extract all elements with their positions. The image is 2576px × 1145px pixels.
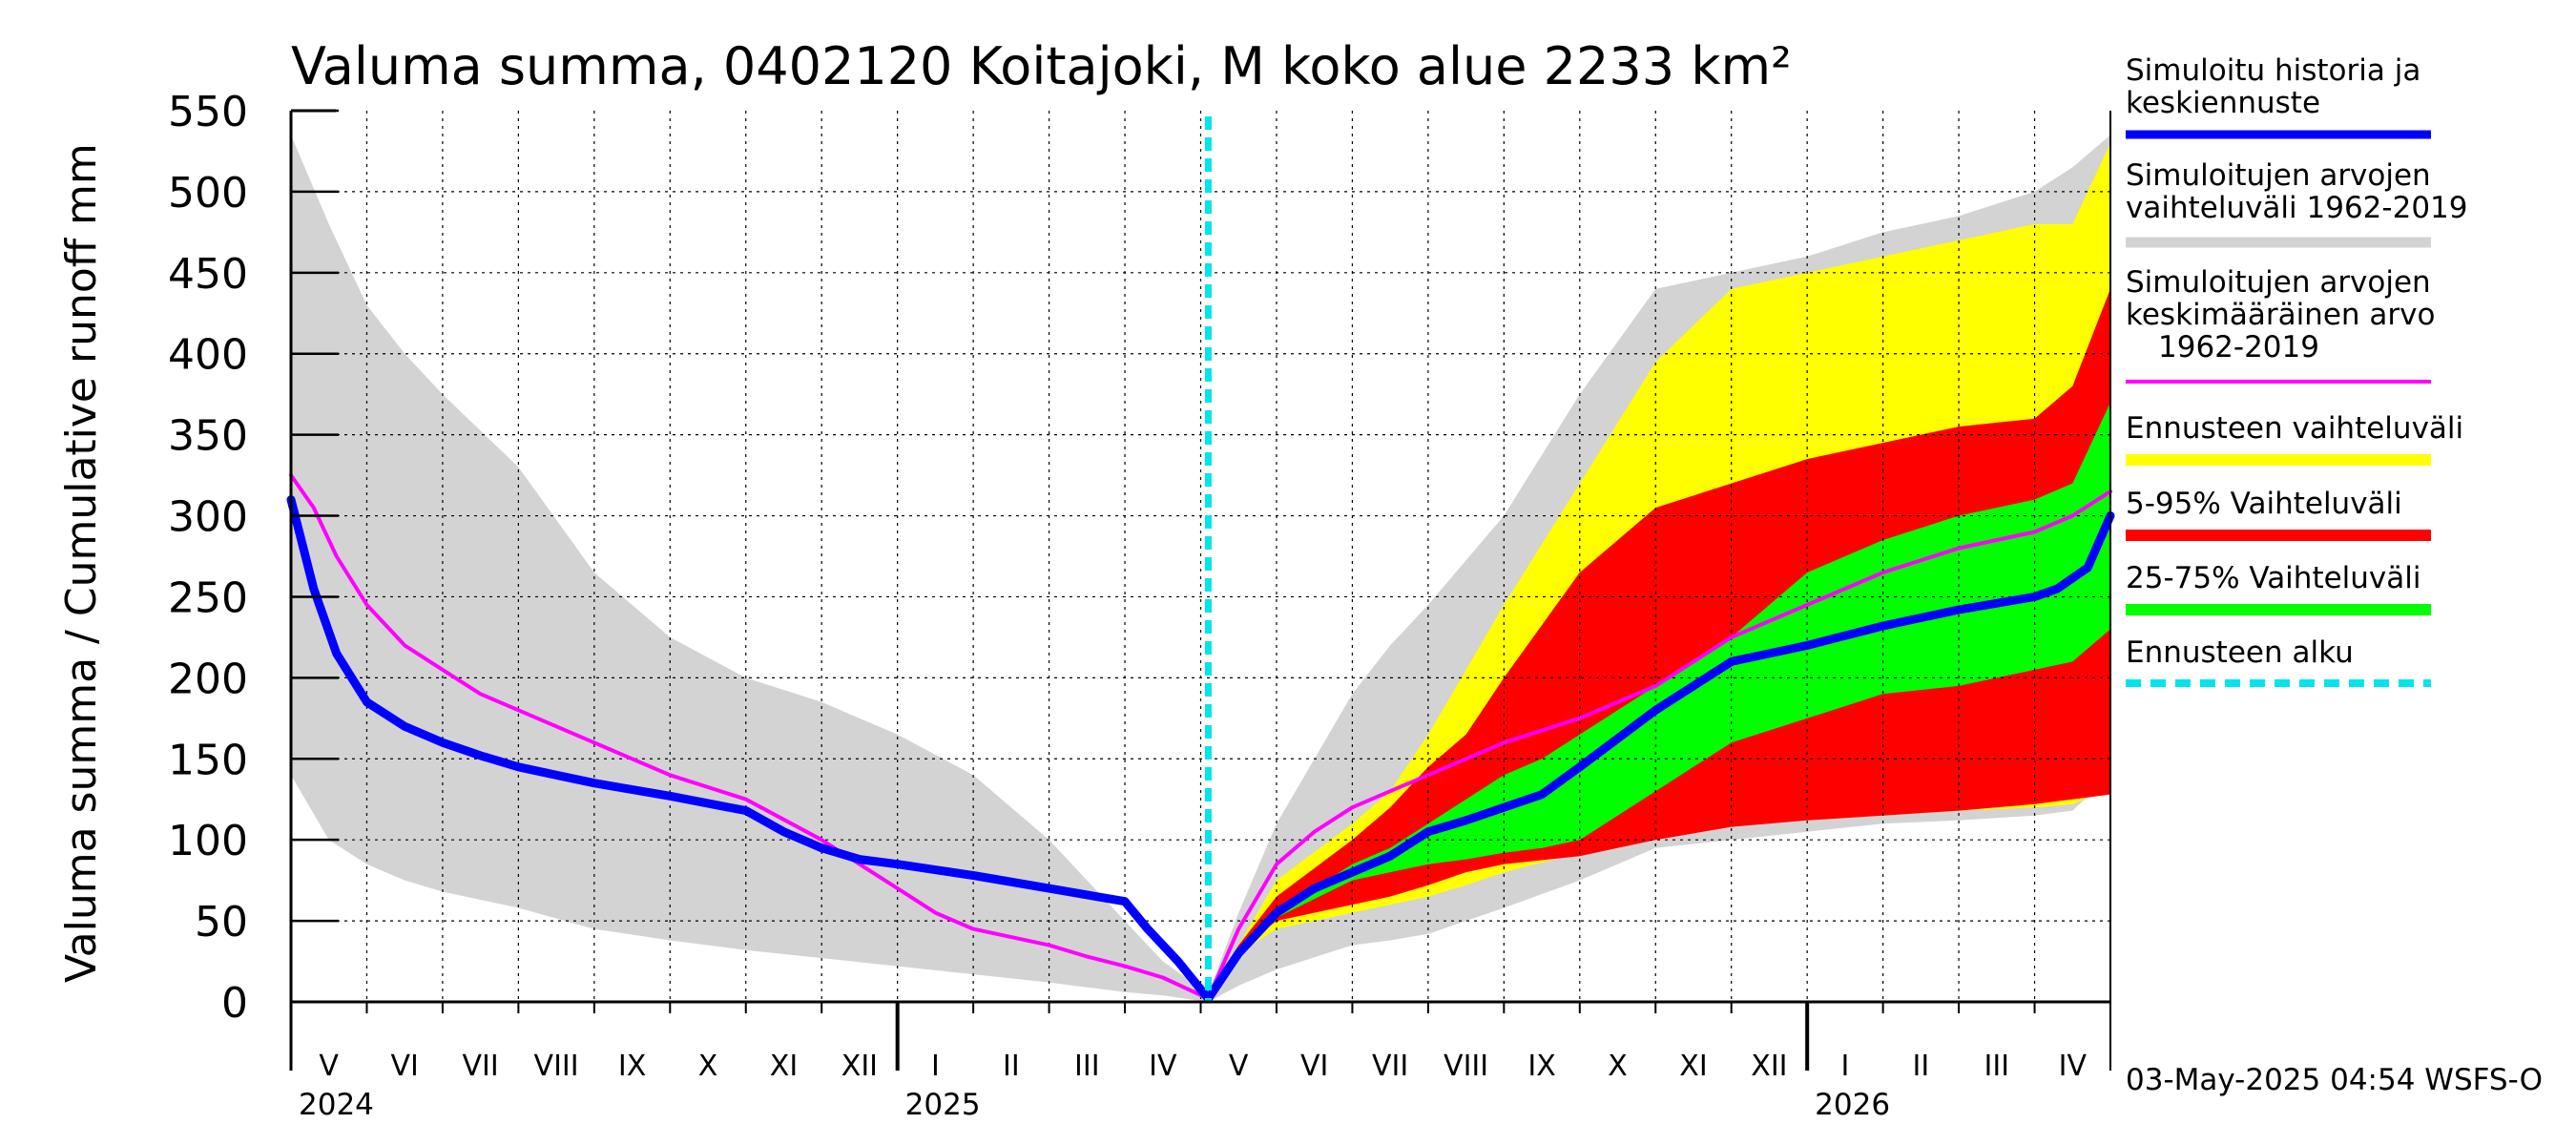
month-label-10: III bbox=[1074, 1050, 1100, 1083]
month-label-22: III bbox=[1984, 1050, 2010, 1083]
month-label-20: I bbox=[1840, 1050, 1849, 1083]
month-label-1: VI bbox=[391, 1050, 419, 1083]
line-simuloitu-historia-ja-keskiennuste bbox=[286, 495, 2115, 1004]
legend-label-sim-mean-2: keskimääräinen arvo bbox=[2126, 298, 2435, 332]
grid-layer bbox=[291, 111, 2110, 1002]
footer-timestamp: 03-May-2025 04:54 WSFS-O bbox=[2126, 1063, 2543, 1097]
month-label-8: I bbox=[931, 1050, 940, 1083]
month-label-2: VII bbox=[462, 1050, 498, 1083]
legend-label-25-75: 25-75% Vaihteluväli bbox=[2126, 561, 2421, 595]
legend-label-sim-history-2: keskiennuste bbox=[2126, 86, 2320, 120]
month-label-13: VI bbox=[1300, 1050, 1328, 1083]
month-label-11: IV bbox=[1149, 1050, 1177, 1083]
line-simuloitujen-arvojen-keskim-r-inen-arvo-1962-2019 bbox=[289, 473, 2112, 1001]
year-label-2025: 2025 bbox=[905, 1088, 981, 1122]
month-label-14: VII bbox=[1372, 1050, 1408, 1083]
legend-label-sim-history-1: Simuloitu historia ja bbox=[2126, 53, 2420, 88]
band-25-75-vaihteluv-li bbox=[1208, 402, 2110, 1002]
month-label-7: XII bbox=[841, 1050, 878, 1083]
month-label-3: VIII bbox=[534, 1050, 579, 1083]
year-label-2026: 2026 bbox=[1815, 1088, 1890, 1122]
legend-label-5-95: 5-95% Vaihteluväli bbox=[2126, 487, 2402, 521]
year-label-2024: 2024 bbox=[299, 1088, 374, 1122]
month-label-15: VIII bbox=[1444, 1050, 1488, 1083]
month-label-19: XII bbox=[1751, 1050, 1787, 1083]
x-ticks: V VI VII VIII IX X XI XII I II III IV V VI VII VIII IX X X… bbox=[290, 1002, 2111, 1122]
y-tick-label-200: 200 bbox=[168, 655, 248, 703]
y-tick-label-300: 300 bbox=[168, 493, 248, 542]
month-label-5: X bbox=[698, 1050, 718, 1083]
y-tick-label-500: 500 bbox=[168, 169, 248, 218]
y-tick-label-250: 250 bbox=[168, 573, 248, 622]
month-label-18: XI bbox=[1679, 1050, 1707, 1083]
month-label-9: II bbox=[1003, 1050, 1020, 1083]
month-label-4: IX bbox=[618, 1050, 646, 1083]
month-label-21: II bbox=[1913, 1050, 1930, 1083]
legend-label-sim-mean-1: Simuloitujen arvojen bbox=[2126, 265, 2431, 300]
y-tick-label-550: 550 bbox=[168, 88, 248, 136]
month-label-12: V bbox=[1229, 1050, 1249, 1083]
y-tick-label-450: 450 bbox=[168, 250, 248, 299]
legend-label-sim-range-1: Simuloitujen arvojen bbox=[2126, 158, 2431, 193]
y-tick-label-150: 150 bbox=[168, 736, 248, 784]
y-tick-label-100: 100 bbox=[168, 817, 248, 865]
y-tick-label-50: 50 bbox=[195, 898, 248, 947]
month-label-6: XI bbox=[770, 1050, 798, 1083]
month-label-0: V bbox=[319, 1050, 339, 1083]
legend-label-forecast-start: Ennusteen alku bbox=[2126, 635, 2354, 670]
legend: Simuloitu historia ja keskiennuste Simul… bbox=[2126, 53, 2467, 687]
month-label-23: IV bbox=[2059, 1050, 2088, 1083]
y-tick-label-0: 0 bbox=[221, 979, 248, 1028]
chart-title: Valuma summa, 0402120 Koitajoki, M koko … bbox=[291, 36, 1792, 96]
y-tick-label-400: 400 bbox=[168, 331, 248, 380]
lines-layer bbox=[286, 116, 2115, 1004]
month-label-17: X bbox=[1608, 1050, 1628, 1083]
y-tick-label-350: 350 bbox=[168, 412, 248, 461]
month-label-16: IX bbox=[1527, 1050, 1555, 1083]
y-ticks: 0 50 100 150 200 250 300 350 400 450 500 550 bbox=[168, 88, 339, 1028]
legend-label-sim-range-2: vaihteluväli 1962-2019 bbox=[2126, 191, 2467, 225]
legend-label-sim-mean-3: 1962-2019 bbox=[2158, 330, 2319, 364]
legend-label-forecast-range: Ennusteen vaihteluväli bbox=[2126, 411, 2463, 446]
y-axis-label: Valuma summa / Cumulative runoff mm bbox=[57, 143, 106, 983]
